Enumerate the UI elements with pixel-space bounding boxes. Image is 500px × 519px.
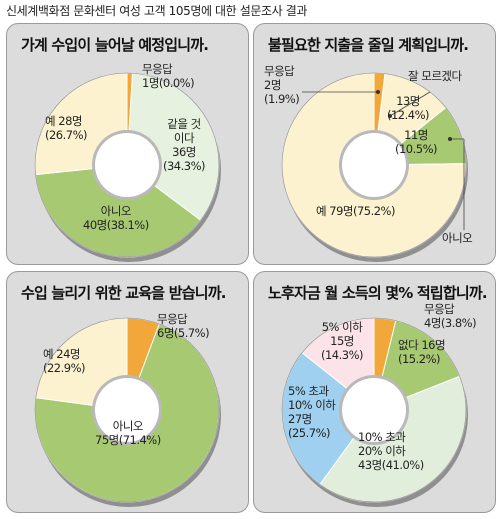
label-noanswer: 무응답 2명 (1.9%) (264, 64, 309, 106)
label-no: 아니오 (442, 231, 473, 245)
label-no: 아니오 75명(71.4%) (95, 419, 161, 447)
label-value: 36명 (34.3%) (162, 145, 206, 173)
label-name: 예 (45, 114, 56, 128)
pie-chart-education (34, 317, 221, 507)
pie-rim (34, 72, 220, 258)
leader-lines (302, 90, 465, 230)
label-name: 10% 초과 20% 이하 (358, 430, 406, 458)
label-name: 무응답 (142, 62, 173, 76)
label-value: 43명(41.0%) (358, 458, 424, 472)
label-value: 2명 (1.9%) (264, 78, 300, 106)
pie-chart-retirement (281, 317, 468, 507)
label-name: 무응답 (424, 302, 455, 316)
label-name: 5% 이하 (321, 320, 363, 334)
chart-title: 가계 수입이 늘어날 예정입니까. (21, 36, 209, 54)
label-noanswer: 무응답 4명(3.8%) (424, 302, 477, 330)
label-name: 아니오 (112, 419, 144, 433)
label-same: 같을 것이다 36명 (34.3%) (153, 117, 215, 173)
label-value: 27명 (25.7%) (288, 412, 331, 440)
label-value: 75명(71.4%) (95, 433, 161, 447)
pie-rim (281, 72, 467, 258)
label-name: 무응답 (157, 312, 188, 326)
label-range10to20: 10% 초과 20% 이하 43명(41.0%) (358, 430, 428, 472)
label-name: 5% 초과 10% 이하 (288, 384, 336, 412)
label-value: 79명(75.2%) (329, 204, 395, 218)
pie-hole (342, 378, 406, 442)
pie-chart-spending (281, 72, 468, 262)
chart-panel-education: 수입 늘리기 위한 교육을 받습니까. 무응답 6명(5.7%) 아니오 75명… (6, 271, 249, 513)
label-yes: 예 24명 (22.9%) (43, 347, 97, 375)
label-name: 예 (316, 204, 327, 218)
label-name: 없다 (398, 338, 419, 352)
chart-title: 수입 늘리기 위한 교육을 받습니까. (21, 284, 226, 302)
label-value: 28명 (26.7%) (45, 114, 88, 142)
pie-hole (95, 133, 159, 197)
label-name: 아니오 (100, 204, 132, 218)
label-le5: 5% 이하 15명 (14.3%) (314, 320, 370, 362)
label-value: 15명 (14.3%) (320, 334, 364, 362)
label-yes: 예 79명(75.2%) (316, 204, 395, 218)
chart-panel-retirement: 노후자금 월 소득의 몇% 적립합니까. 무응답 4명(3.8%) 없다 16명… (253, 271, 496, 513)
label-value: 4명(3.8%) (424, 316, 477, 330)
label-value: 6명(5.7%) (157, 326, 210, 340)
chart-title: 불필요한 지출을 줄일 계획입니까. (268, 36, 469, 54)
label-value: 16명 (15.2%) (398, 338, 446, 366)
label-value: 40명(38.1%) (83, 218, 149, 232)
pie-chart-income (34, 72, 221, 262)
label-no: 아니오 40명(38.1%) (83, 204, 149, 232)
label-unsure: 잘 모르겠다 (408, 69, 462, 83)
page-header: 신세계백화점 문화센터 여성 고객 105명에 대한 설문조사 결과 (6, 4, 307, 18)
chart-panel-spending: 불필요한 지출을 줄일 계획입니까. 무응답 2명 (1.9%) 잘 모르겠다 … (253, 23, 496, 265)
label-value: 1명(0.0%) (142, 76, 195, 90)
label-name: 같을 것이다 (167, 117, 201, 145)
label-range5to10: 5% 초과 10% 이하 27명 (25.7%) (288, 384, 346, 440)
label-noanswer: 무응답 6명(5.7%) (157, 312, 210, 340)
pie-hole (342, 133, 406, 197)
pie-rim (281, 317, 467, 503)
label-unsure-value: 13명 (12.4%) (386, 94, 430, 122)
pie-rim (34, 317, 220, 503)
chart-title: 노후자금 월 소득의 몇% 적립합니까. (268, 284, 488, 302)
label-name: 예 (43, 347, 54, 361)
chart-panel-income: 가계 수입이 늘어날 예정입니까. 무응답 1명(0.0%) 같을 것이다 36… (6, 23, 249, 265)
label-value: 24명 (22.9%) (43, 347, 86, 375)
label-noanswer: 무응답 1명(0.0%) (142, 62, 195, 90)
label-yes: 예 28명 (26.7%) (45, 114, 101, 142)
label-no-value: 11명 (10.5%) (394, 128, 438, 156)
label-name: 무응답 (264, 64, 295, 78)
pie-hole (95, 378, 159, 442)
label-none: 없다 16명 (15.2%) (398, 338, 454, 366)
